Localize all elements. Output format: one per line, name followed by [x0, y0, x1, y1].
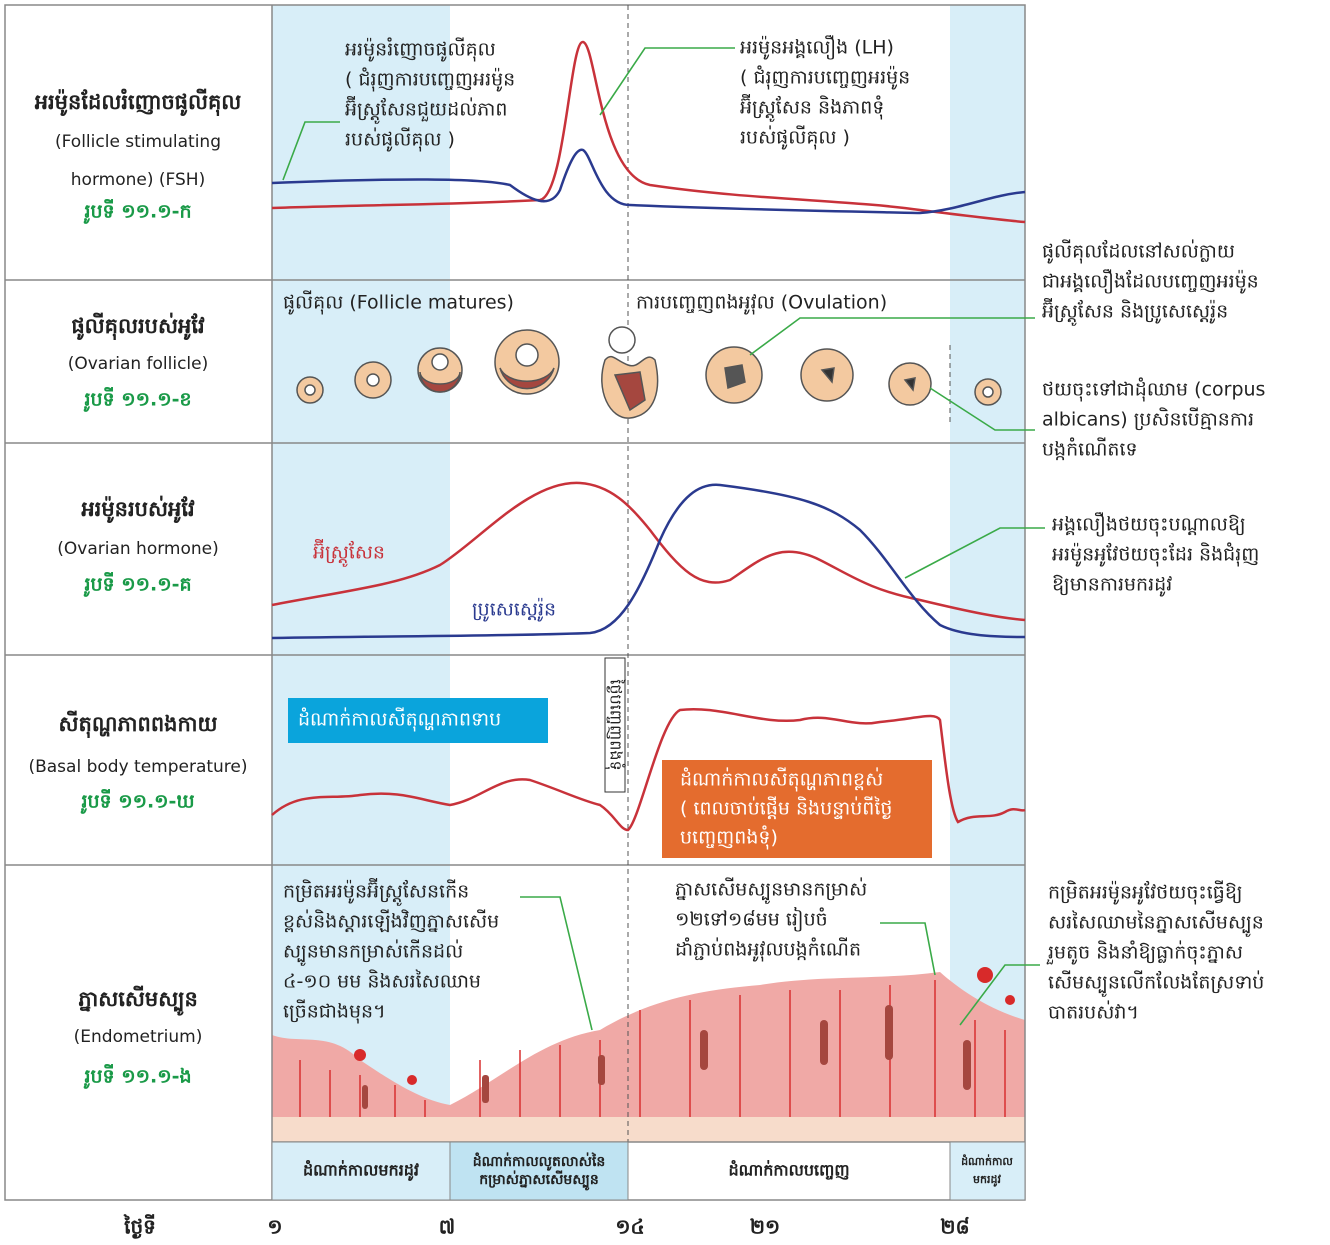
- high-temp-phase: ដំណាក់កាលសីតុណ្ហភាពខ្ពស់: [680, 767, 883, 793]
- diagram: អរម៉ូនដែលរំញោចផូលីគុល (Follicle stimulati…: [0, 0, 1330, 1245]
- luteum-decline-note: អង្គលឿងថយចុះបណ្តាលឱ្យ: [1052, 512, 1246, 538]
- figure-ref: រូបទី ១១.១-ឃ: [80, 789, 194, 815]
- lh-note: អរម៉ូនអង្គលឿង (LH): [740, 35, 894, 61]
- menstruation-note: កម្រិតអរម៉ូនអូវែថយចុះធ្វើឱ្យ: [1048, 880, 1243, 906]
- corpus-luteum-note: អ៊ីស្ត្រូសែន និងប្រូសេស្តេរ៉ូន: [1042, 298, 1228, 327]
- figure-ref: រូបទី ១១.១-ខ: [83, 387, 191, 413]
- follicle-label: ផូលីគុល (Follicle matures): [283, 290, 514, 316]
- secretory-note: ដាំភ្ជាប់ពងអូវុលបង្កកំណើត: [675, 937, 861, 963]
- phase-label: ដំណាក់កាលបញ្ចេញ: [728, 1160, 849, 1181]
- figure-ref: រូបទី ១១.១-ក: [83, 199, 191, 225]
- row-title: អរម៉ូនដែលរំញោចផូលីគុល: [35, 88, 242, 117]
- menstruation-note: រួមតូច និងនាំឱ្យធ្លាក់ចុះភ្នាស: [1046, 940, 1243, 966]
- proliferation-note: ច្រើនជាងមុន។: [283, 999, 386, 1025]
- proliferation-note: ៤-១០ មម និងសរសៃឈាម: [283, 969, 481, 993]
- proliferation-note: ស្បូនមានកម្រាស់កើនដល់: [283, 939, 463, 967]
- secretory-note: ១២ទៅ១៨មម រៀបចំ: [675, 907, 828, 933]
- row-subtitle: (Endometrium): [74, 1027, 203, 1047]
- fsh-note: អ៊ីស្ត្រូសែនជួយដល់ភាព: [345, 96, 507, 125]
- phase-label: ដំណាក់កាលលូតលាស់នៃ: [473, 1152, 606, 1171]
- high-temp-phase: បញ្ចេញពងទុំ): [680, 825, 778, 851]
- row-subtitle: (Basal body temperature): [28, 757, 247, 777]
- row-title: ភ្នាសសើមស្បូន: [78, 985, 198, 1016]
- proliferation-note: កម្រិតអរម៉ូនអ៊ីស្ត្រូសែនកើន: [283, 878, 469, 907]
- corpus-albicans-note: ថយចុះទៅជាដុំឈាម (corpus: [1042, 377, 1265, 403]
- luteum-decline-note: ឱ្យមានការមករដូវ: [1052, 574, 1172, 598]
- row-subtitle: (Follicle stimulating: [55, 132, 221, 152]
- corpus-albicans-note: albicans) ប្រសិនបើគ្មានការ: [1042, 407, 1254, 431]
- row-title: អរម៉ូនរបស់អូវែ: [81, 495, 195, 524]
- day-tick: ២៨: [940, 1215, 969, 1239]
- menstruation-note: បាតរបស់វា។: [1048, 1000, 1139, 1024]
- corpus-luteum-note: ជាអង្គលឿងដែលបញ្ចេញអរម៉ូន: [1042, 269, 1259, 295]
- estrogen-label: អ៊ីស្ត្រូសែន: [313, 539, 385, 568]
- phase-label: ដំណាក់កាល: [961, 1154, 1013, 1168]
- fsh-note: ( ជំរុញការបញ្ចេញអរម៉ូន: [345, 67, 515, 93]
- phase-label: មករដូវ: [973, 1173, 1001, 1187]
- fsh-note: អរម៉ូនរំញោចផូលីគុល: [345, 37, 496, 63]
- row-subtitle: hormone) (FSH): [71, 170, 205, 190]
- low-temp-phase: ដំណាក់កាលសីតុណ្ហភាពទាប: [298, 707, 501, 733]
- phase-label: ដំណាក់កាលមករដូវ: [303, 1160, 419, 1182]
- lh-note: អ៊ីស្ត្រូសែន និងភាពទុំ: [740, 94, 884, 123]
- luteum-decline-note: អរម៉ូនអូវែថយចុះដែរ និងជំរុញ: [1052, 542, 1259, 568]
- day-tick: ២១: [750, 1215, 780, 1239]
- corpus-luteum-note: ផូលីគុលដែលនៅសល់ក្លាយ: [1042, 239, 1235, 265]
- row-subtitle: (Ovarian hormone): [57, 539, 219, 559]
- ovulation-day: ថ្ងៃបញ្ចេញពងទុំ: [605, 678, 627, 770]
- menstruation-note: សើមស្បូនលើកលែងតែស្រទាប់: [1048, 970, 1264, 998]
- day-label: ថ្ងៃទី: [123, 1214, 156, 1240]
- lh-note: របស់ផូលីគុល ): [740, 125, 850, 151]
- ovulation-label: ការបញ្ចេញពងអូវុល (Ovulation): [636, 292, 887, 316]
- lh-note: ( ជំរុញការបញ្ចេញអរម៉ូន: [740, 65, 910, 91]
- row-subtitle: (Ovarian follicle): [68, 354, 209, 374]
- phase-label: កម្រាស់ភ្នាសសើមស្បូន: [479, 1170, 598, 1191]
- corpus-albicans-note: បង្កកំណើតទេ: [1042, 437, 1138, 461]
- figure-ref: រូបទី ១១.១-ង: [83, 1064, 191, 1090]
- proliferation-note: ខ្ពស់និងស្តារឡើងវិញភ្នាសសើម: [283, 909, 499, 933]
- row-title: ផូលីគុលរបស់អូវែ: [71, 312, 205, 341]
- menstruation-note: សរសៃឈាមនៃភ្នាសសើមស្បូន: [1048, 910, 1264, 938]
- figure-ref: រូបទី ១១.១-គ: [83, 572, 191, 598]
- progesterone-label: ប្រូសេស្តេរ៉ូន: [472, 598, 556, 623]
- secretory-note: ភ្នាសសើមស្បូនមានកម្រាស់: [675, 877, 867, 905]
- day-tick: ១៤: [615, 1215, 644, 1239]
- row-title: សីតុណ្ហភាពពងកាយ: [59, 710, 218, 739]
- day-tick: ១: [267, 1215, 282, 1239]
- high-temp-phase: ( ពេលចាប់ផ្តើម និងបន្ទាប់ពីថ្ងៃ: [680, 796, 892, 820]
- fsh-note: របស់ផូលីគុល ): [345, 127, 455, 153]
- day-tick: ៧: [439, 1215, 455, 1239]
